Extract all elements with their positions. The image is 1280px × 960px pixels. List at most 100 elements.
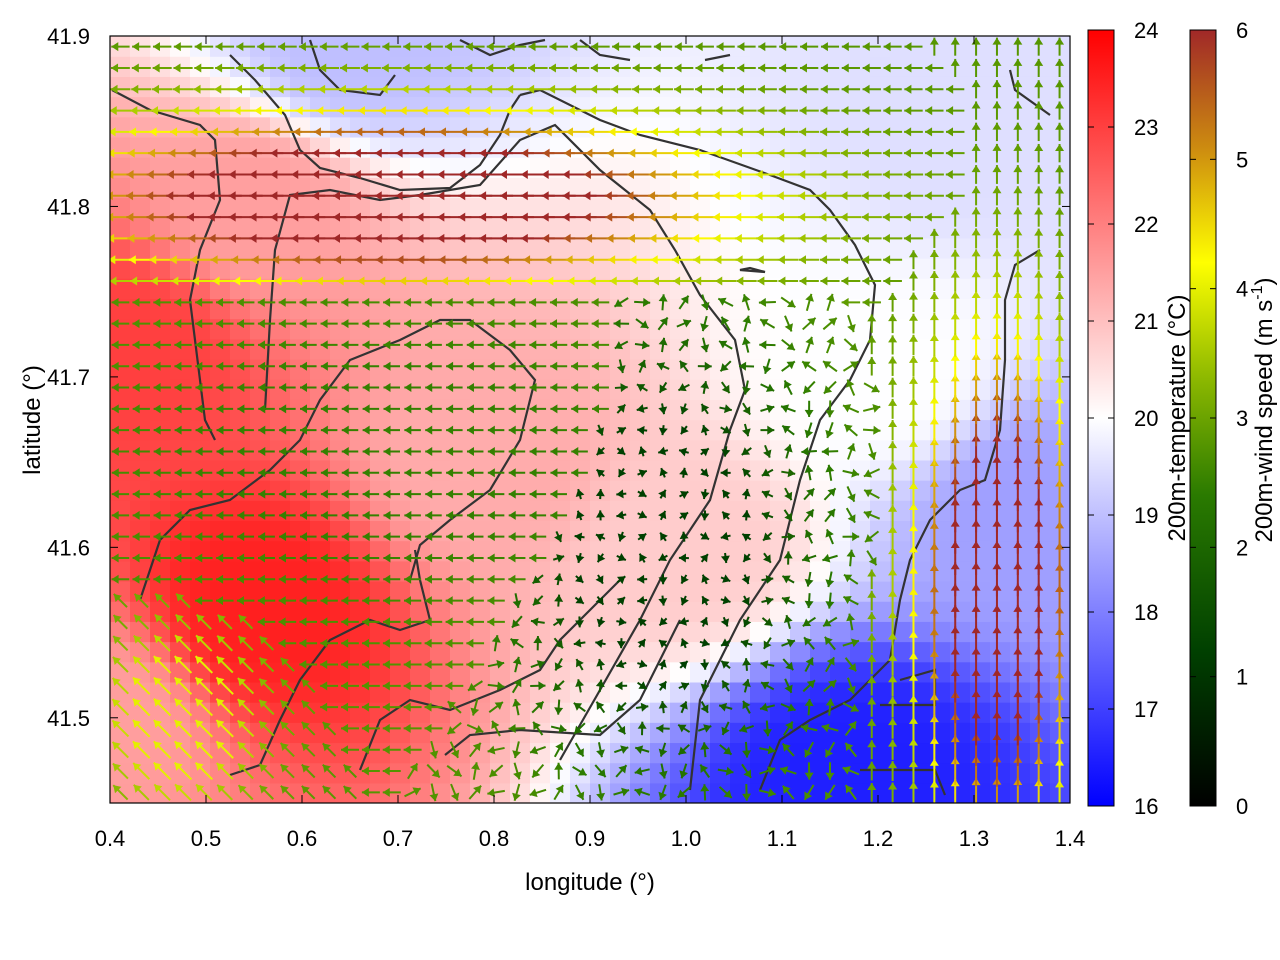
wind-arrow-head (395, 169, 403, 179)
temperature-cell (570, 379, 591, 400)
wind-arrow (591, 319, 610, 329)
wind-arrow-head (336, 276, 344, 286)
wind-arrow (694, 276, 716, 286)
wind-arrow (700, 424, 710, 436)
temperature-cell (870, 197, 891, 219)
wind-arrow-head (174, 489, 182, 499)
wind-arrow (259, 635, 275, 651)
temperature-cell (450, 681, 471, 703)
temperature-cell (490, 621, 511, 643)
temperature-cell (170, 681, 191, 703)
wind-arrow (278, 574, 296, 584)
wind-arrow (487, 532, 505, 542)
wind-arrow (191, 276, 216, 286)
wind-arrow-head (207, 212, 215, 222)
wind-arrow-head (616, 703, 625, 712)
wind-arrow (678, 553, 689, 563)
wind-arrow (616, 638, 626, 649)
wind-arrow-head (258, 425, 266, 435)
wind-arrow (445, 681, 464, 691)
wind-arrow-head (529, 788, 538, 798)
temperature-cell (950, 742, 971, 764)
wind-arrow-head (362, 489, 370, 499)
wind-arrow-head (466, 510, 474, 520)
temperature-cell (610, 56, 631, 77)
wind-arrow-head (700, 344, 710, 353)
temperature-cell (230, 217, 251, 239)
wind-arrow-head (235, 63, 243, 73)
wind-arrow-head (571, 446, 579, 456)
temperature-cell (870, 217, 891, 239)
wind-arrow-head (554, 573, 563, 582)
wind-arrow (574, 784, 585, 801)
wind-arrow (111, 468, 130, 478)
wind-arrow-head (721, 726, 730, 735)
temperature-cell (450, 459, 471, 481)
wind-arrow-head (190, 127, 198, 137)
temperature-cell (950, 560, 971, 582)
temperature-cell (590, 601, 611, 622)
wind-arrow (637, 681, 648, 690)
wind-arrow-head (481, 127, 489, 137)
wind-arrow-head (443, 84, 451, 94)
temperature-cell (850, 177, 871, 199)
temperature-cell (450, 358, 471, 380)
wind-arrow-head (465, 42, 473, 52)
wind-arrow-head (618, 617, 627, 627)
temperature-cell (690, 641, 711, 663)
wind-arrow (299, 319, 317, 329)
temperature-cell (1010, 782, 1031, 803)
wind-arrow-head (361, 702, 369, 712)
temperature-cell (430, 157, 451, 178)
wind-arrow-head (188, 148, 196, 158)
wind-arrow (466, 468, 484, 478)
temperature-cell (410, 177, 431, 199)
temperature-cell (890, 177, 911, 199)
temperature-cell (550, 500, 571, 522)
temperature-cell (130, 722, 151, 744)
temperature-cell (1030, 722, 1051, 744)
wind-arrow (525, 106, 551, 116)
wind-arrow (382, 723, 401, 733)
wind-arrow-head (574, 532, 583, 542)
wind-arrow (548, 63, 569, 73)
temperature-cell (1010, 702, 1031, 723)
wind-arrow (529, 468, 547, 478)
wind-arrow (278, 596, 297, 606)
temperature-cell (1010, 419, 1031, 441)
wind-arrow-head (395, 212, 403, 222)
wind-arrow-head (257, 596, 265, 606)
wind-arrow (361, 745, 380, 755)
wind-arrow (575, 552, 585, 564)
wind-arrow-head (300, 404, 308, 414)
temperature-cell (310, 419, 331, 441)
temperature-cell (750, 177, 771, 199)
temperature-cell (530, 96, 551, 118)
wind-arrow (695, 42, 714, 52)
wind-arrow-head (541, 212, 549, 222)
wind-arrow-head (562, 212, 570, 222)
wind-arrow (631, 106, 654, 116)
temperature-cell (230, 298, 251, 320)
wind-arrow (487, 340, 505, 350)
temperature-cell (370, 157, 391, 178)
wind-arrow-head (148, 148, 156, 158)
wind-arrow (216, 532, 234, 542)
wind-arrow (554, 699, 564, 715)
temperature-cell (950, 96, 971, 118)
wind-arrow-head (678, 383, 687, 392)
temperature-cell (350, 661, 371, 683)
temperature-cell (330, 641, 351, 663)
temperature-cell (830, 661, 851, 683)
wind-arrow-head (237, 404, 245, 414)
wind-arrow-head (649, 148, 657, 158)
temperature-cell (530, 762, 551, 784)
wind-arrow-head (216, 319, 224, 329)
wind-arrow (341, 446, 359, 456)
temperature-cell (310, 197, 331, 219)
wind-arrow-head (679, 701, 688, 710)
wind-arrow (616, 596, 626, 606)
wind-arrow (546, 276, 572, 286)
wind-arrow-head (692, 233, 700, 243)
wind-arrow-head (217, 784, 226, 793)
